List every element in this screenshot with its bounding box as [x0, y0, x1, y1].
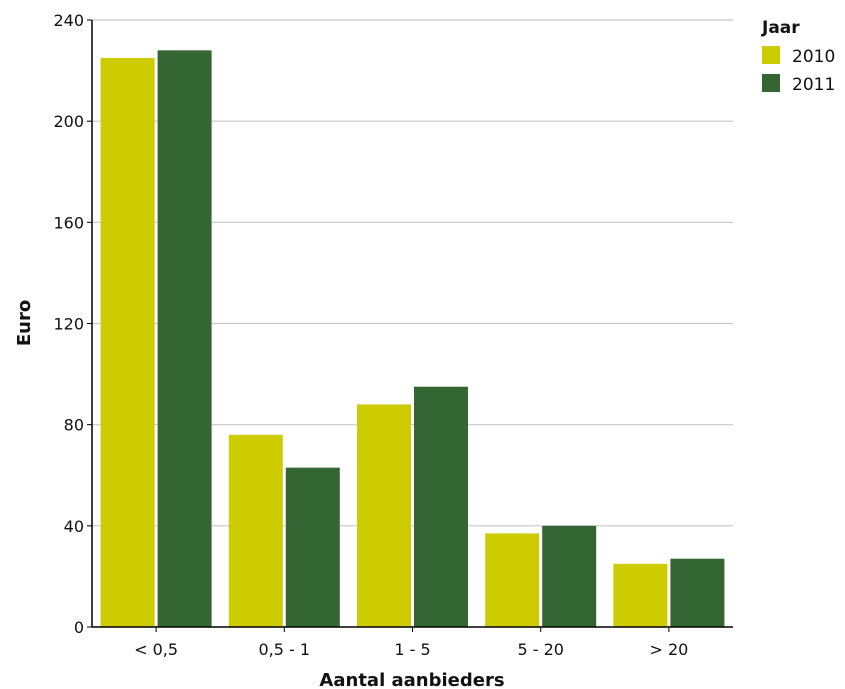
legend-swatch-2011	[762, 74, 780, 92]
bar-2011-1	[157, 50, 212, 628]
legend-title: Jaar	[761, 18, 800, 38]
y-tick-label: 80	[64, 416, 84, 435]
bar-2010-4	[485, 533, 540, 627]
y-tick-label: 0	[74, 618, 84, 637]
y-axis-title: Euro	[14, 300, 35, 346]
x-tick-label: 1 - 5	[394, 640, 430, 659]
bar-2011-3	[414, 386, 468, 627]
bar-2011-5	[670, 558, 725, 627]
y-tick-label: 40	[64, 517, 84, 536]
legend-swatch-2010	[762, 46, 780, 64]
bar-2011-4	[542, 525, 597, 627]
y-tick-label: 160	[53, 213, 84, 232]
x-tick-label: 5 - 20	[517, 640, 563, 659]
legend-label-2011: 2011	[792, 75, 835, 95]
x-tick-label: < 0,5	[134, 640, 178, 659]
y-tick-labels: 0 40 80 120 160 200 240	[53, 11, 92, 637]
legend-label-2010: 2010	[792, 47, 835, 67]
bar-2010-2	[228, 434, 283, 627]
x-tick-label: 0,5 - 1	[259, 640, 311, 659]
bars	[100, 50, 725, 628]
legend: Jaar 2010 2011	[761, 18, 835, 95]
y-tick-label: 240	[53, 11, 84, 30]
bar-2010-5	[613, 563, 668, 627]
bar-2011-2	[285, 467, 340, 627]
x-axis-title: Aantal aanbieders	[319, 670, 504, 689]
x-tick-labels: < 0,5 0,5 - 1 1 - 5 5 - 20 > 20	[134, 627, 688, 659]
y-tick-label: 120	[53, 315, 84, 334]
legend-items: 2010 2011	[762, 46, 835, 95]
x-tick-label: > 20	[649, 640, 688, 659]
bar-2010-1	[100, 57, 155, 627]
y-tick-label: 200	[53, 112, 84, 131]
bar-2010-3	[357, 404, 411, 627]
